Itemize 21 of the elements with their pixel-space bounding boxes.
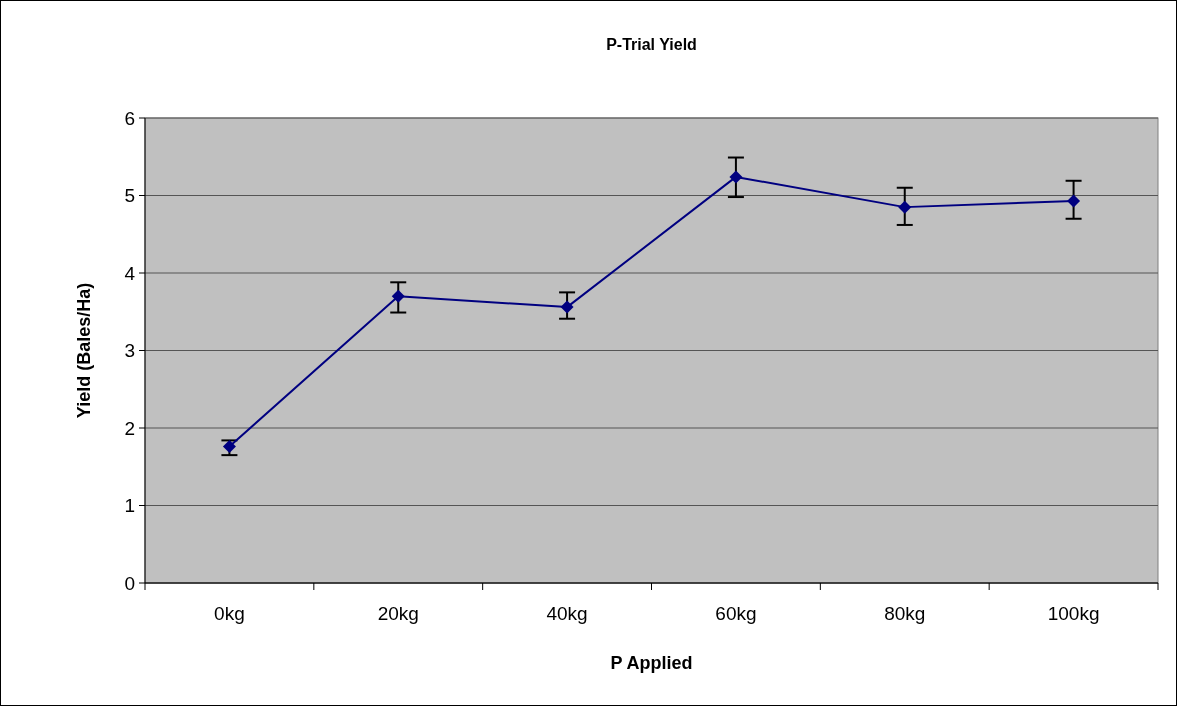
point [898,200,912,214]
y-tick-label: 4 [124,262,136,284]
y-axis-title: Yield (Bales/Ha) [74,282,94,419]
chart-title: P-Trial Yield [606,36,697,53]
y-tick-label: 3 [124,340,135,362]
x-tick-label: 80kg [884,603,926,624]
point [729,170,743,184]
point [1067,194,1081,208]
point [560,300,574,314]
x-tick-label: 20kg [377,603,419,624]
point [391,289,405,303]
x-tick-label: 0kg [214,603,245,624]
y-tick-label: 0 [124,572,135,594]
x-tick-label: 40kg [546,603,588,624]
x-tick-label: 60kg [715,603,757,624]
y-tick-label: 6 [124,107,135,129]
y-tick-label: 1 [124,495,135,517]
x-tick-label: 100kg [1047,603,1100,624]
x-axis-title: P Applied [610,653,693,673]
y-tick-label: 5 [124,185,135,207]
y-tick-label: 2 [124,417,135,439]
